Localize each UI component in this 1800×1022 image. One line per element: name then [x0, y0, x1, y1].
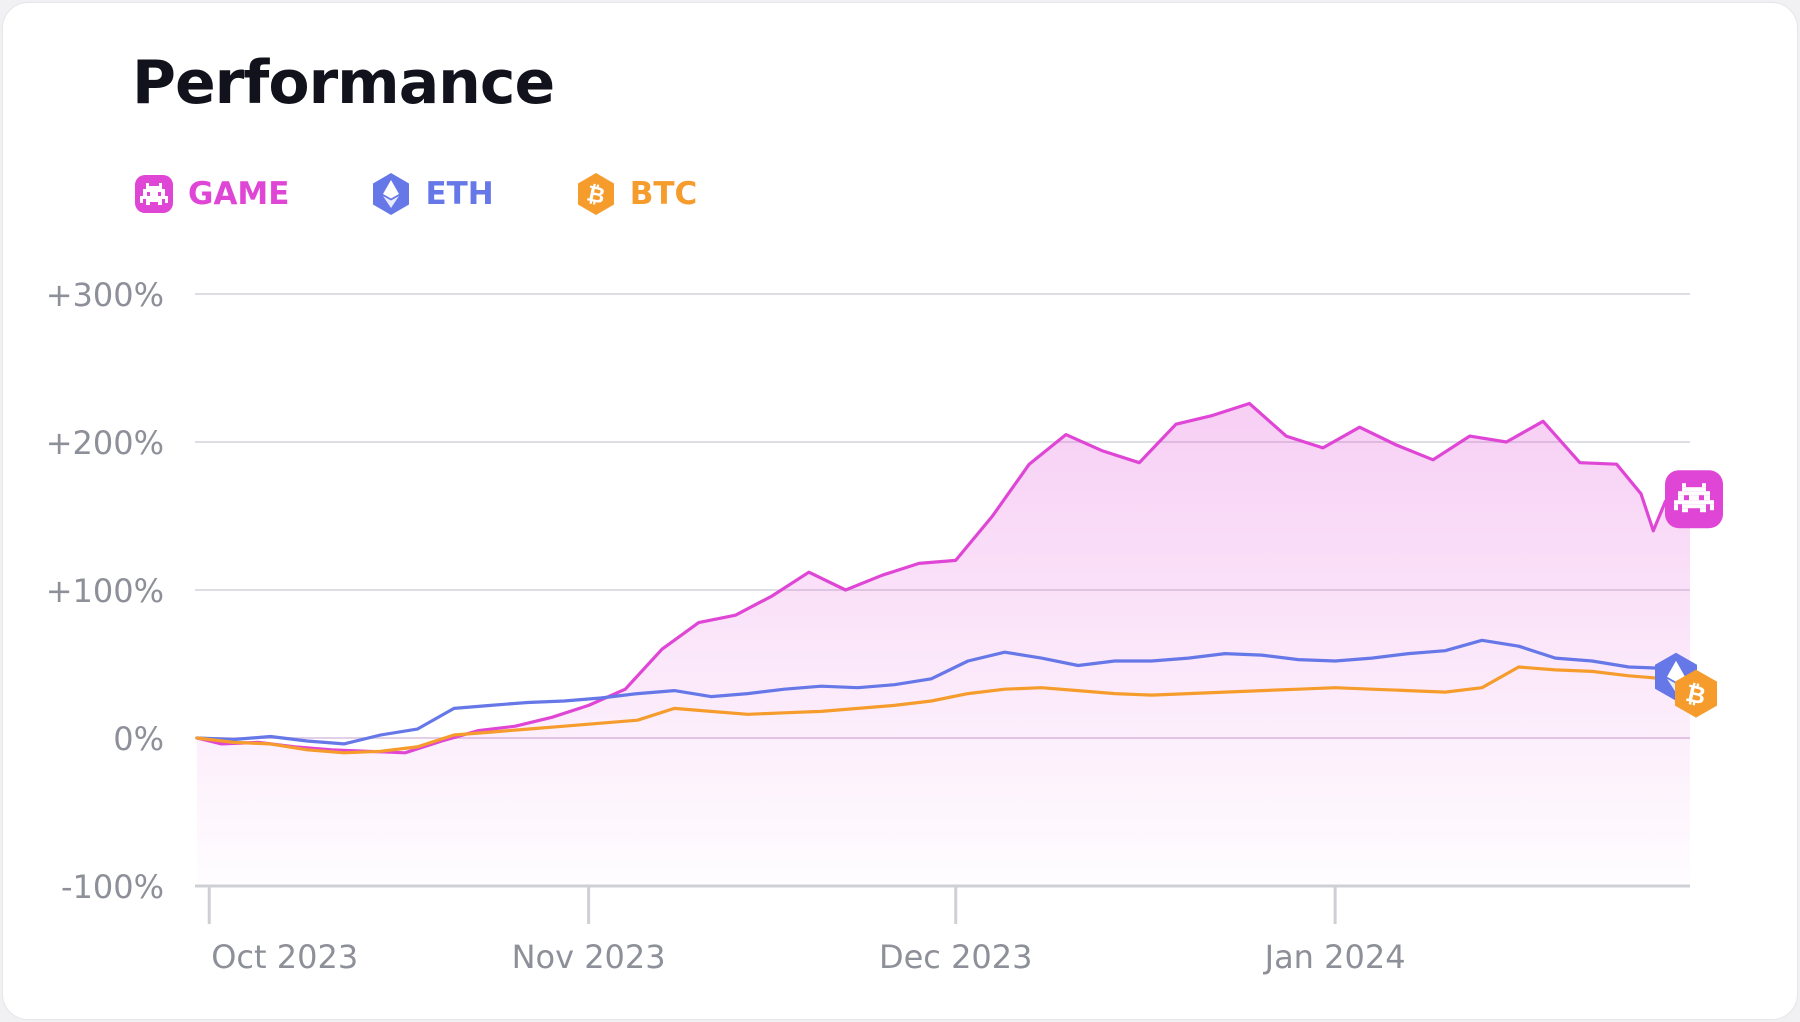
svg-text:₿: ₿ [584, 181, 607, 209]
legend-item-eth[interactable]: ETH [371, 172, 494, 216]
series-lines [195, 401, 1692, 755]
legend-item-btc[interactable]: ₿ BTC [576, 172, 698, 216]
x-tick-label: Oct 2023 [211, 938, 358, 976]
y-tick-label: 0% [113, 720, 164, 758]
game-area [197, 403, 1690, 886]
ethereum-icon [373, 173, 410, 215]
eth-line [195, 638, 1692, 746]
x-tick-label: Dec 2023 [879, 938, 1033, 976]
space-invader-icon [135, 175, 173, 213]
legend-label-btc: BTC [629, 176, 698, 212]
x-axis: Oct 2023 Nov 2023 Dec 2023 Jan 2024 [207, 886, 1406, 976]
y-tick-label: +200% [46, 424, 164, 462]
legend-item-game[interactable]: GAME [134, 174, 289, 214]
y-axis-labels: +300% +200% +100% 0% -100% [46, 276, 164, 906]
btc-end-marker: ₿ [1675, 669, 1717, 718]
btc-line [195, 665, 1692, 755]
chart-legend: GAME ETH ₿ BTC [134, 172, 697, 216]
end-markers: ₿ [1655, 470, 1723, 718]
y-tick-label: -100% [61, 868, 164, 906]
legend-label-game: GAME [188, 176, 290, 212]
game-line [195, 401, 1692, 755]
x-tick-label: Nov 2023 [512, 938, 666, 976]
x-tick-label: Jan 2024 [1263, 938, 1406, 976]
area-fill-layer [197, 403, 1690, 886]
bitcoin-icon: ₿ [577, 173, 614, 215]
y-tick-label: +100% [46, 572, 164, 610]
page-title: Performance [132, 48, 555, 118]
game-end-marker [1665, 470, 1723, 529]
y-tick-label: +300% [46, 276, 164, 314]
legend-label-eth: ETH [425, 176, 494, 212]
